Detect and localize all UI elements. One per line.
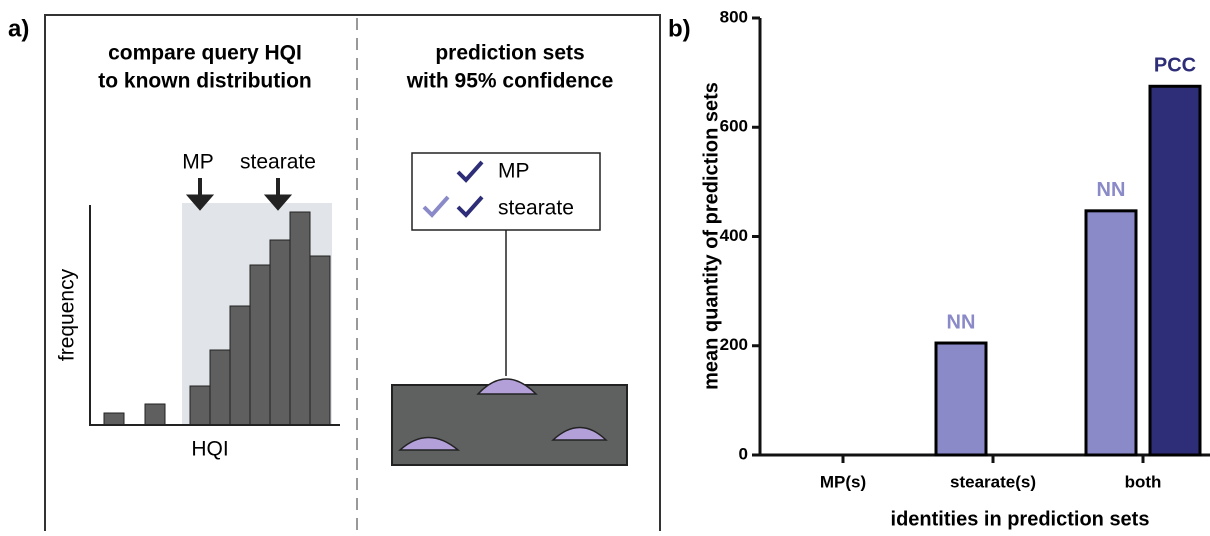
- histogram: [103, 211, 331, 426]
- set-box: [411, 152, 601, 231]
- arrow-label: stearate: [240, 151, 316, 174]
- surface: [391, 384, 628, 466]
- particles: [398, 378, 608, 451]
- bar-label: NN: [1097, 179, 1126, 201]
- set-item: MP: [498, 160, 530, 183]
- panel-label: a): [8, 15, 29, 42]
- panel-frame: [44, 14, 661, 536]
- title: with 95% confidence: [406, 70, 614, 93]
- check: [422, 195, 450, 218]
- check: [456, 160, 484, 183]
- axis-label: HQI: [191, 438, 228, 461]
- bar: [1148, 84, 1202, 457]
- axis-label: frequency: [56, 268, 79, 361]
- arrows: [185, 178, 293, 211]
- title: prediction sets: [435, 42, 584, 65]
- bar-label: PCC: [1154, 55, 1196, 77]
- bar: [1084, 209, 1138, 457]
- y-tick-label: 0: [739, 444, 748, 463]
- y-tick-label: 400: [720, 226, 748, 245]
- x-tick-label: stearate(s): [950, 472, 1036, 491]
- bar-label: NN: [947, 311, 976, 333]
- title: compare query HQI: [108, 42, 302, 65]
- x-tick-label: MP(s): [820, 472, 866, 491]
- y-tick-label: 800: [720, 7, 748, 26]
- bar: [934, 341, 988, 457]
- set-item: stearate: [498, 197, 574, 220]
- x-tick-label: both: [1125, 472, 1162, 491]
- arrow-label: MP: [182, 151, 214, 174]
- y-tick-label: 200: [720, 335, 748, 354]
- y-tick-label: 600: [720, 117, 748, 136]
- y-axis-title: mean quantity of prediction sets: [700, 82, 722, 390]
- panel-label: b): [668, 15, 691, 42]
- axes: [89, 205, 340, 426]
- x-axis-title: identities in prediction sets: [891, 508, 1150, 530]
- title: to known distribution: [98, 70, 311, 93]
- check: [456, 195, 484, 218]
